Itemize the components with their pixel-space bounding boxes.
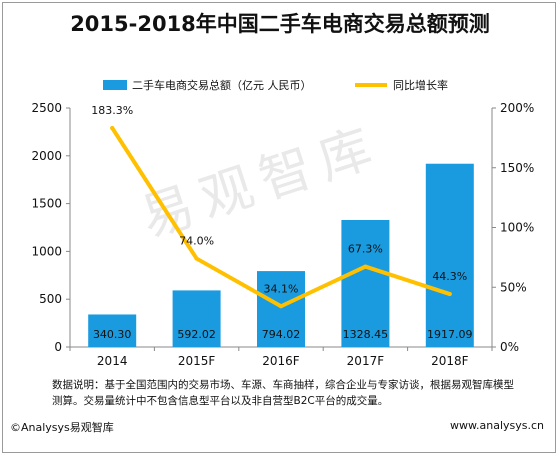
bar-value-label: 1328.45	[343, 328, 389, 341]
bar	[88, 314, 137, 347]
y-right-tick-label: 100%	[500, 221, 534, 235]
bar	[172, 290, 221, 347]
growth-value-label: 74.0%	[179, 235, 214, 248]
y-left-tick-label: 2000	[31, 149, 62, 163]
bar-value-label: 340.30	[93, 328, 132, 341]
bar	[341, 220, 390, 347]
growth-point	[194, 256, 199, 261]
y-left-tick-label: 0	[54, 340, 62, 354]
x-tick-label: 2014	[97, 354, 128, 368]
growth-value-label: 44.3%	[432, 270, 467, 283]
y-right-tick-label: 0%	[500, 340, 519, 354]
growth-value-label: 67.3%	[348, 243, 383, 256]
x-tick-label: 2016F	[262, 354, 300, 368]
y-left-tick-label: 1000	[31, 244, 62, 258]
bar	[425, 163, 474, 347]
growth-point	[447, 292, 452, 297]
x-tick-label: 2018F	[431, 354, 469, 368]
y-right-tick-label: 50%	[500, 280, 527, 294]
copyright-text: ©Analysys易观智库	[10, 421, 114, 434]
growth-value-label: 183.3%	[91, 104, 133, 117]
legend-label-bar: 二手车电商交易总额（亿元 人民币）	[132, 78, 312, 92]
bar-value-label: 1917.09	[427, 328, 473, 341]
chart-title: 2015-2018年中国二手车电商交易总额预测	[70, 12, 490, 36]
data-note: 数据说明：基于全国范围内的交易市场、车源、车商抽样，综合企业与专家访谈，根据易观…	[52, 379, 514, 407]
growth-value-label: 34.1%	[264, 282, 299, 295]
bar-value-label: 592.02	[177, 328, 216, 341]
growth-point	[110, 125, 115, 130]
legend-label-line: 同比增长率	[393, 78, 448, 92]
x-tick-label: 2017F	[347, 354, 385, 368]
y-left-tick-label: 2500	[31, 101, 62, 115]
growth-point	[279, 304, 283, 309]
y-right-tick-label: 200%	[500, 101, 534, 115]
legend-swatch-bar	[103, 80, 127, 90]
x-tick-label: 2015F	[178, 354, 216, 368]
bar	[257, 271, 305, 347]
y-left-tick-label: 1500	[31, 197, 62, 211]
y-left-tick-label: 500	[39, 292, 62, 306]
bar-value-label: 794.02	[262, 328, 301, 341]
growth-point	[363, 264, 368, 269]
y-right-tick-label: 150%	[500, 161, 534, 175]
website-text: www.analysys.cn	[450, 419, 544, 432]
